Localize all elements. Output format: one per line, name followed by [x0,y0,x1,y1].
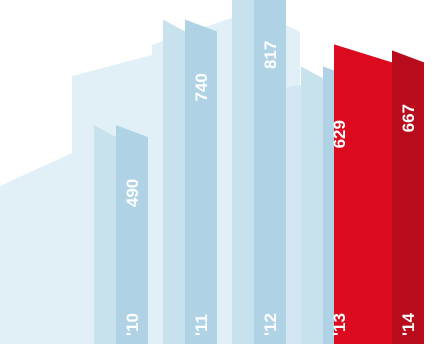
bar-2 [254,0,286,344]
category-label-2: '12 [261,313,280,336]
bar-4 [392,50,424,344]
value-label-4: 667 [399,104,418,132]
bar-side-4 [334,44,392,344]
value-label-3: 629 [330,120,349,148]
category-label-4: '14 [399,313,418,336]
category-label-3: '13 [330,313,349,336]
skyline-back-shape [0,10,300,344]
bar-side-0 [94,125,116,344]
value-label-0: 490 [123,179,142,207]
value-label-1: 740 [192,73,211,101]
bar-0 [116,125,148,344]
labels-group: 490 '10 740 '11 817 '12 629 '13 667 '14 [123,41,418,336]
bars-group [94,0,424,344]
bar-side-3 [301,66,323,344]
category-label-0: '10 [123,313,142,336]
category-label-1: '11 [192,314,211,336]
value-label-2: 817 [261,41,280,69]
bar-side-2 [232,0,254,344]
bar-1 [185,19,217,344]
bar-side-1 [163,19,185,344]
